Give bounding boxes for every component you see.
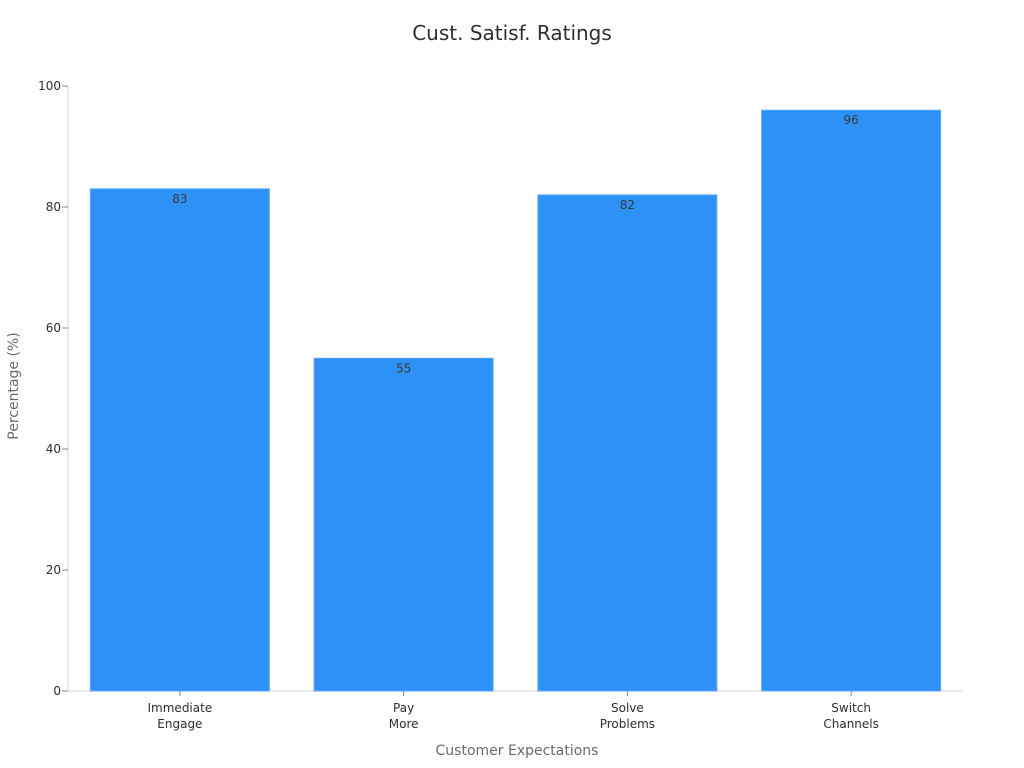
y-tick-label: 80	[46, 200, 61, 214]
y-tick-label: 0	[53, 684, 61, 698]
y-tick-label: 20	[46, 563, 61, 577]
x-tick-label: Channels	[823, 717, 879, 731]
bar	[313, 357, 494, 692]
y-tick-label: 60	[46, 321, 61, 335]
bar	[89, 188, 270, 692]
x-tick-label: More	[389, 717, 419, 731]
y-tick-label: 100	[38, 79, 61, 93]
bar-value-label: 83	[172, 192, 187, 206]
chart-title: Cust. Satisf. Ratings	[412, 21, 612, 45]
bar	[537, 194, 718, 692]
x-tick-label: Solve	[611, 701, 644, 715]
bar	[761, 109, 942, 692]
x-tick-label: Immediate	[148, 701, 213, 715]
x-tick-label: Engage	[157, 717, 202, 731]
x-tick-label: Pay	[393, 701, 414, 715]
plot-area: 0 20 40 60 80 100 83 Immediate Engage 55 Pay More 82…	[38, 79, 963, 731]
x-tick-label: Problems	[600, 717, 655, 731]
y-axis-label: Percentage (%)	[6, 332, 22, 439]
x-tick-label: Switch	[831, 701, 871, 715]
y-tick-label: 40	[46, 442, 61, 456]
bar-value-label: 82	[620, 198, 635, 212]
bar-value-label: 96	[843, 113, 858, 127]
x-axis-label: Customer Expectations	[436, 743, 599, 759]
bar-value-label: 55	[396, 361, 411, 375]
